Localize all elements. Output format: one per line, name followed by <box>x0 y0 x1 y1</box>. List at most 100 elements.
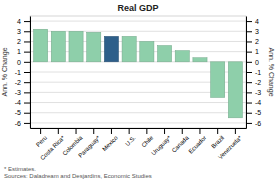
bar <box>211 62 225 98</box>
y-tick: -5 <box>15 109 30 116</box>
x-tick: Ecuador <box>187 128 207 155</box>
x-tick-mark <box>164 128 165 134</box>
y2-tick-mark <box>246 72 252 73</box>
x-tick: Venezuela* <box>217 128 243 160</box>
x-axis: PeruCosta Rica*ColombiaParaguay*MexicoU.… <box>31 128 247 161</box>
footnote: * Estimates.Sources: Daladream and Desja… <box>4 166 152 179</box>
y2-tick-label: 4 <box>255 18 259 25</box>
x-tick: U.S. <box>124 128 137 147</box>
footnote-line: Sources: Daladream and Desjardins, Econo… <box>4 173 152 179</box>
bar <box>157 46 171 62</box>
x-tick-mark <box>199 128 200 134</box>
y2-tick: 2 <box>246 38 259 45</box>
y2-tick: -1 <box>246 69 261 76</box>
y-tick-label: -1 <box>15 69 21 76</box>
y2-tick-label: -5 <box>255 109 261 116</box>
y2-tick: 1 <box>246 48 259 55</box>
x-tick-label: Mexico <box>101 134 119 152</box>
y2-tick-label: 0 <box>255 59 259 66</box>
x-tick: Costa Rica* <box>39 128 66 161</box>
bar <box>193 58 207 62</box>
y-tick-mark <box>24 52 30 53</box>
x-tick-mark <box>40 128 41 134</box>
y2-tick-mark <box>246 31 252 32</box>
y-tick: -1 <box>15 69 30 76</box>
bar <box>87 32 101 62</box>
grid-line <box>30 112 246 113</box>
bars <box>34 29 243 118</box>
y-tick: 1 <box>17 48 30 55</box>
x-tick-label: Costa Rica* <box>39 134 66 161</box>
y-tick: -2 <box>15 79 30 86</box>
x-tick-mark <box>182 128 183 134</box>
y-tick-mark <box>24 103 30 104</box>
y-tick-label: -2 <box>15 79 21 86</box>
y-tick-label: 0 <box>17 59 21 66</box>
bar <box>140 41 154 61</box>
y-tick: 3 <box>17 28 30 35</box>
y-tick-mark <box>24 123 30 124</box>
x-tick-mark <box>217 128 218 134</box>
x-tick-label: Brazil <box>210 135 225 150</box>
y2-tick-label: 3 <box>255 28 259 35</box>
y-tick: 4 <box>17 18 30 25</box>
y-tick-mark <box>24 113 30 114</box>
x-tick-mark <box>111 128 112 134</box>
y2-tick-mark <box>246 52 252 53</box>
y-tick-mark <box>24 62 30 63</box>
y2-tick-mark <box>246 62 252 63</box>
x-tick-label: Chile <box>140 134 154 148</box>
y-tick-label: -3 <box>15 89 21 96</box>
x-tick: Brazil <box>210 128 225 150</box>
y-tick-mark <box>24 31 30 32</box>
y2-tick-mark <box>246 92 252 93</box>
x-tick: Paraguay* <box>77 128 102 159</box>
x-tick-mark <box>146 128 147 134</box>
x-tick-label: Peru <box>35 135 48 148</box>
bar <box>104 36 118 61</box>
y-axis-line <box>30 17 31 129</box>
bar <box>34 29 48 62</box>
plot-frame <box>30 16 246 128</box>
y-tick: 0 <box>17 59 30 66</box>
x-tick-label: Venezuela* <box>217 134 243 160</box>
y2-tick: -6 <box>246 120 261 127</box>
x-tick-label: U.S. <box>124 134 137 147</box>
y2-tick: -4 <box>246 99 261 106</box>
title: Real GDP <box>117 3 158 13</box>
y2-tick-mark <box>246 113 252 114</box>
bar <box>51 31 65 62</box>
y-tick: -6 <box>15 120 30 127</box>
y-tick-label: 4 <box>17 18 21 25</box>
y2-axis: -6 -5 -4 -3 -2 -1 0 1 2 3 4 <box>246 17 261 129</box>
chart: -6 -5 -4 -3 -2 -1 0 1 2 3 4 -6 -5 -4 -3 -2 -1 0 1 2 3 4 PeruCo… <box>0 0 276 182</box>
y-tick-label: 3 <box>17 28 21 35</box>
y2-tick-label: -1 <box>255 69 261 76</box>
x-tick-mark <box>93 128 94 134</box>
y2-tick-label: -3 <box>255 89 261 96</box>
y2-axis-title: Ann. % Change <box>267 47 275 96</box>
y-tick-mark <box>24 21 30 22</box>
y-tick-label: 1 <box>17 48 21 55</box>
x-axis-line <box>31 128 247 129</box>
y-tick: 2 <box>17 38 30 45</box>
x-tick-mark <box>235 128 236 134</box>
y2-tick: -2 <box>246 79 261 86</box>
x-tick-mark <box>129 128 130 134</box>
y2-tick-mark <box>246 82 252 83</box>
y2-tick-mark <box>246 123 252 124</box>
y2-tick-label: 2 <box>255 38 259 45</box>
y-tick: -3 <box>15 89 30 96</box>
x-tick: Peru <box>35 128 48 148</box>
y-tick-mark <box>24 72 30 73</box>
footnote-line: * Estimates. <box>4 166 36 172</box>
y2-tick: -5 <box>246 109 261 116</box>
y-tick-mark <box>24 41 30 42</box>
y-tick-label: -5 <box>15 109 21 116</box>
y-tick: -4 <box>15 99 30 106</box>
y2-tick: 3 <box>246 28 259 35</box>
y-tick-label: 2 <box>17 38 21 45</box>
grid-line <box>30 102 246 103</box>
bar <box>228 62 242 118</box>
x-tick-mark <box>76 128 77 134</box>
